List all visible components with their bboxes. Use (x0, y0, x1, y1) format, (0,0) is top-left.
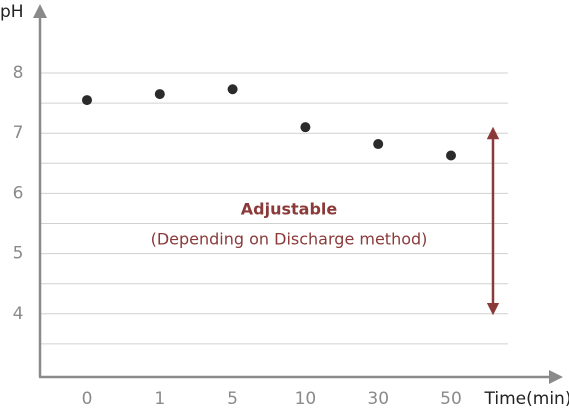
x-tick-label: 0 (82, 389, 93, 409)
y-tick-label: 8 (13, 63, 24, 83)
x-tick-label: 30 (367, 389, 389, 409)
y-axis-arrow (33, 4, 47, 18)
x-tick-label: 10 (295, 389, 317, 409)
x-axis-arrow (549, 370, 563, 384)
x-tick-label: 1 (154, 389, 165, 409)
annotation-subtitle: (Depending on Discharge method) (151, 230, 428, 249)
point (154, 89, 165, 100)
y-tick-label: 4 (13, 304, 24, 324)
y-axis-label: pH (0, 2, 24, 22)
point (82, 95, 92, 106)
annotation-title: Adjustable (241, 200, 338, 219)
point (446, 150, 456, 161)
y-tick-label: 5 (13, 244, 24, 264)
x-tick-label: 5 (227, 389, 238, 409)
x-axis-label: Time(min) (484, 389, 569, 409)
x-tick-label: 50 (440, 389, 462, 409)
y-tick-label: 6 (13, 183, 24, 203)
point (373, 139, 384, 150)
point (227, 84, 238, 95)
point (300, 122, 311, 133)
y-tick-label: 7 (13, 123, 24, 143)
